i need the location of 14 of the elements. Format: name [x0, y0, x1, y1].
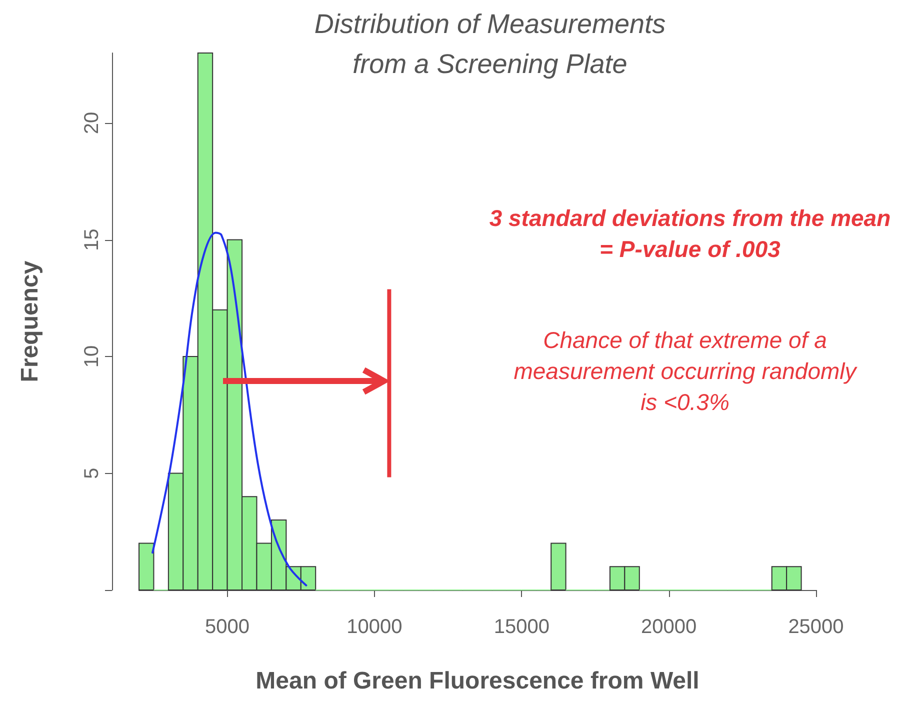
x-tick-label: 15000	[494, 616, 550, 638]
x-tick-label: 5000	[205, 616, 250, 638]
annotation: Chance of that extreme of a measurement occurring randomly is <0.3%	[512, 326, 858, 417]
y-tick-label: 20	[81, 112, 103, 134]
y-tick-label: 5	[81, 468, 103, 479]
y-axis-title: Frequency	[16, 260, 44, 382]
y-tick-label: 10	[81, 345, 103, 368]
chart-title: Distribution of Measurements from a Screening Plate	[313, 8, 667, 81]
y-tick-label: 15	[81, 228, 103, 251]
x-tick-label: 10000	[346, 616, 402, 638]
x-tick-label: 25000	[788, 616, 844, 638]
annotation: 3 standard deviations from the mean = P-value of .003	[488, 204, 892, 264]
x-axis-title: Mean of Green Fluorescence from Well	[256, 668, 700, 694]
x-tick-label: 20000	[641, 616, 697, 638]
